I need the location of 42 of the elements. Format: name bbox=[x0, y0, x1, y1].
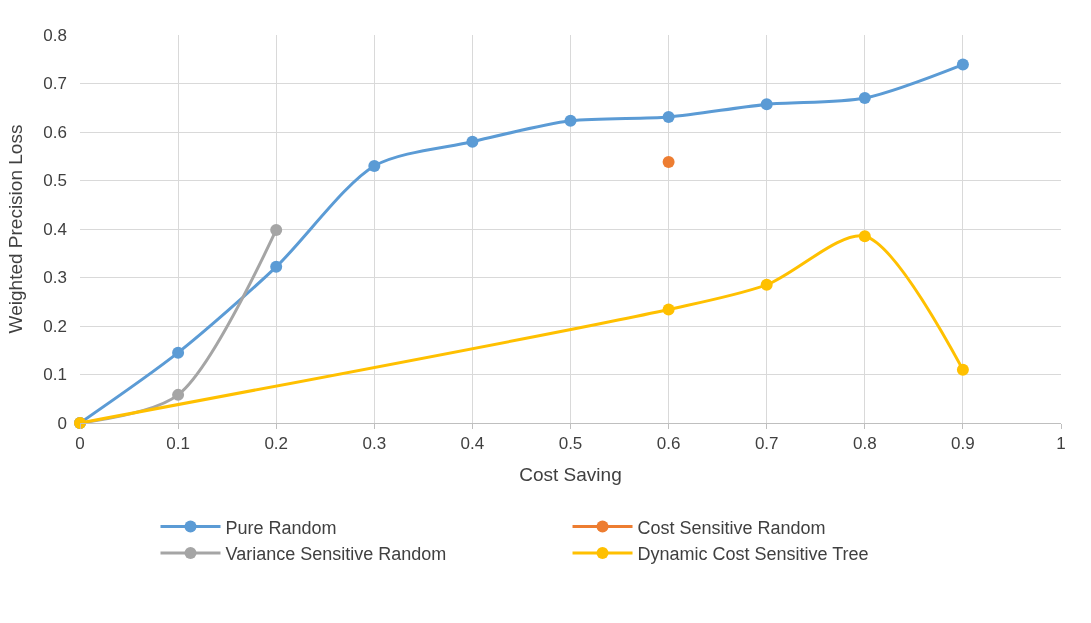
x-tick-label: 0.4 bbox=[460, 434, 485, 454]
point bbox=[466, 135, 479, 148]
point bbox=[270, 260, 283, 273]
point bbox=[662, 156, 675, 169]
x-tick-label: 0.3 bbox=[362, 434, 387, 454]
x-tick-label: 0.5 bbox=[558, 434, 583, 454]
y-tick-label: 0.6 bbox=[43, 122, 67, 142]
legend-label: Cost Sensitive Random bbox=[637, 517, 826, 538]
x-tick-label: 0.2 bbox=[264, 434, 289, 454]
y-tick-label: 0.1 bbox=[43, 365, 67, 385]
y-tick-label: 0.5 bbox=[43, 171, 67, 191]
x-tick-label: 0.1 bbox=[166, 434, 190, 454]
point bbox=[858, 92, 871, 105]
legend-label: Pure Random bbox=[225, 517, 337, 538]
point bbox=[564, 114, 577, 127]
x-tick-label: 0.8 bbox=[852, 434, 877, 454]
y-axis-title: Weighted Precision Loss bbox=[5, 124, 27, 334]
point bbox=[956, 363, 969, 376]
x-tick-label: 0.6 bbox=[656, 434, 681, 454]
point bbox=[662, 110, 675, 123]
y-tick-label: 0.4 bbox=[43, 219, 67, 239]
point bbox=[172, 346, 185, 359]
legend-label: Dynamic Cost Sensitive Tree bbox=[637, 543, 869, 564]
point bbox=[956, 58, 969, 71]
point bbox=[760, 98, 773, 111]
x-tick-label: 0 bbox=[75, 434, 85, 454]
point bbox=[270, 223, 283, 236]
legend-label: Variance Sensitive Random bbox=[225, 543, 447, 564]
point bbox=[858, 230, 871, 243]
point bbox=[760, 278, 773, 291]
y-tick-label: 0.2 bbox=[43, 316, 67, 336]
point bbox=[662, 303, 675, 316]
y-tick-label: 0 bbox=[57, 413, 67, 433]
y-tick-label: 0.7 bbox=[43, 74, 67, 94]
y-tick-label: 0.8 bbox=[43, 25, 67, 45]
x-tick-label: 0.7 bbox=[754, 434, 779, 454]
x-axis-title: Cost Saving bbox=[519, 464, 622, 486]
y-tick-label: 0.3 bbox=[43, 268, 67, 288]
point bbox=[172, 388, 185, 401]
x-tick-label: 1 bbox=[1056, 434, 1066, 454]
x-tick-label: 0.9 bbox=[951, 434, 975, 454]
point bbox=[368, 159, 381, 172]
